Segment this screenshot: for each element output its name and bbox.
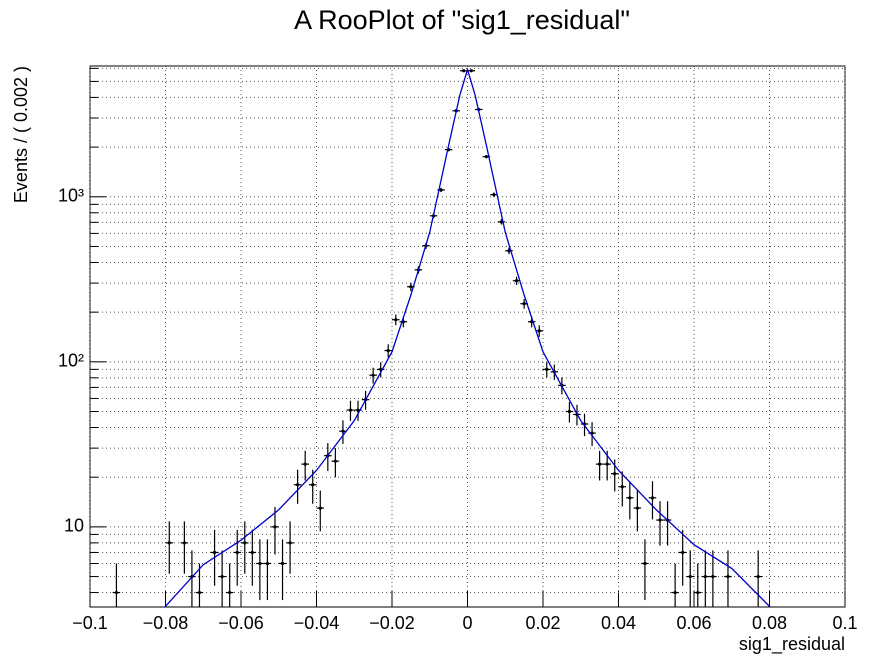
data-point — [288, 541, 292, 545]
data-point — [545, 367, 549, 371]
data-point — [681, 550, 685, 555]
data-point — [182, 541, 186, 545]
x-tick-label: 0.04 — [601, 613, 636, 633]
data-point — [235, 550, 239, 555]
data-point — [620, 485, 624, 489]
data-point — [507, 249, 511, 253]
x-axis-label: sig1_residual — [739, 634, 845, 655]
data-point — [296, 483, 300, 487]
x-tick-label: 0.08 — [752, 613, 787, 633]
data-point — [567, 409, 572, 414]
x-tick-label: 0 — [462, 613, 472, 633]
data-point — [341, 429, 345, 433]
data-point — [756, 574, 760, 579]
data-point — [658, 518, 662, 522]
data-point — [114, 590, 119, 595]
data-point — [348, 408, 353, 412]
y-tick-label: 10 — [64, 516, 84, 536]
x-tick-label: −0.1 — [72, 613, 108, 633]
data-point — [356, 408, 360, 412]
data-point — [250, 550, 254, 555]
data-point — [371, 373, 375, 377]
data-point — [628, 496, 632, 500]
data-point — [462, 69, 466, 73]
data-point — [394, 318, 398, 322]
data-point — [484, 155, 488, 159]
data-point — [469, 69, 473, 73]
plot-area — [112, 67, 772, 607]
data-point — [197, 590, 202, 595]
data-point — [635, 506, 639, 510]
data-point — [522, 302, 526, 306]
x-tick-label: 0.1 — [832, 613, 857, 633]
chart-title: A RooPlot of "sig1_residual" — [294, 5, 630, 35]
data-point — [212, 550, 217, 555]
x-tick-label: −0.04 — [294, 613, 340, 633]
x-tick-label: 0.06 — [676, 613, 711, 633]
fit-curve — [163, 67, 772, 607]
y-axis-label: Events / ( 0.002 ) — [11, 66, 31, 203]
data-point — [167, 541, 171, 545]
plot-frame — [89, 65, 846, 608]
data-point — [409, 285, 413, 289]
data-point — [303, 462, 307, 466]
x-tick-label: −0.08 — [143, 613, 189, 633]
y-tick-label: 10³ — [58, 186, 84, 206]
data-point — [220, 574, 224, 579]
data-point — [311, 483, 315, 487]
data-point — [258, 561, 262, 566]
data-point — [650, 496, 655, 500]
data-point — [537, 329, 541, 333]
data-point — [280, 561, 285, 566]
data-point — [711, 574, 715, 579]
data-point — [333, 459, 337, 463]
data-point — [726, 574, 730, 579]
data-point — [492, 193, 496, 197]
data-point — [613, 472, 617, 476]
data-point — [265, 561, 270, 566]
data-point — [688, 574, 692, 579]
data-point — [605, 462, 609, 466]
data-point — [228, 590, 232, 595]
data-point — [598, 462, 602, 466]
data-point — [703, 574, 707, 579]
data-point — [673, 590, 677, 595]
data-point — [243, 541, 247, 545]
x-tick-label: 0.02 — [525, 613, 560, 633]
data-point — [318, 506, 322, 510]
x-tick-label: −0.02 — [369, 613, 415, 633]
data-point — [273, 525, 277, 529]
y-tick-label: 10² — [58, 351, 84, 371]
data-point — [439, 188, 443, 192]
data-point — [386, 348, 390, 353]
x-tick-label: −0.06 — [218, 613, 264, 633]
data-point — [696, 590, 700, 595]
data-point — [514, 279, 519, 283]
data-point — [643, 561, 647, 566]
